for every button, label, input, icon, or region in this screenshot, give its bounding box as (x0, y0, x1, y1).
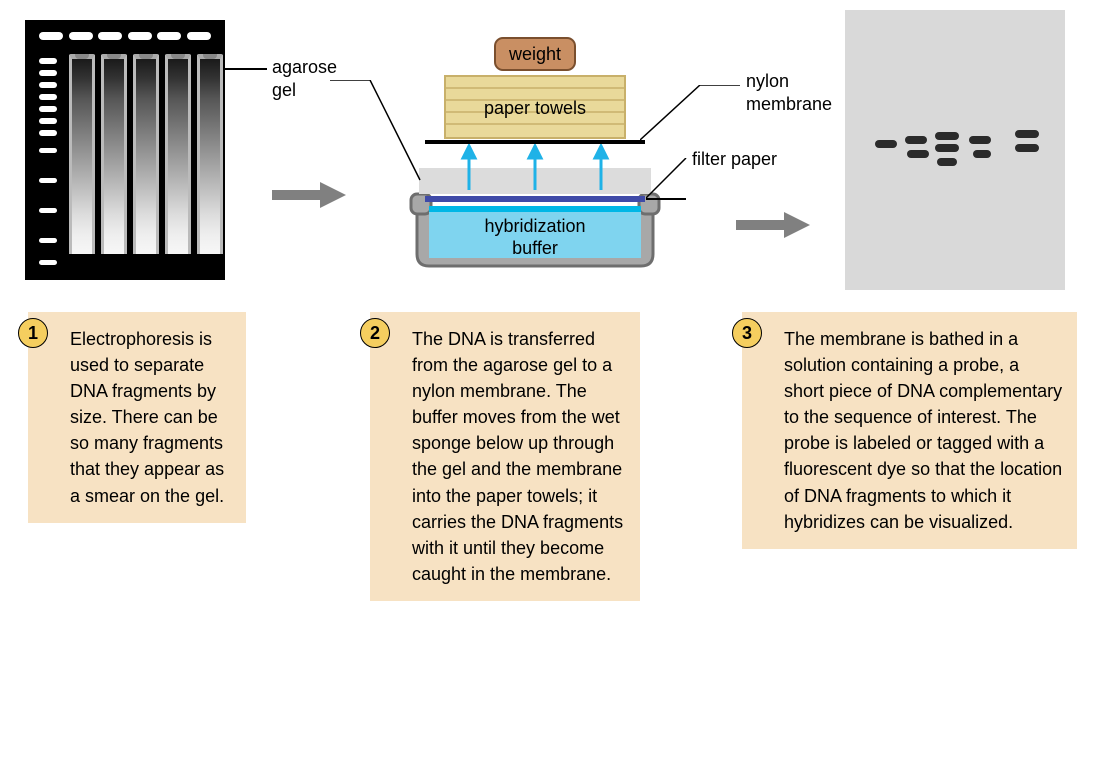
step-1-number: 1 (18, 318, 48, 348)
label-filter-paper: filter paper (692, 148, 777, 171)
label-agarose-gel: agarose gel (272, 56, 337, 101)
nylon-membrane-result (845, 10, 1065, 290)
well (157, 32, 181, 40)
ladder-band (39, 130, 57, 136)
ladder-band (39, 58, 57, 64)
blot-svg: weight paper towels hybridization buffer (395, 18, 675, 278)
ladder-band (39, 148, 57, 153)
gel-lane (165, 54, 191, 254)
gel-ladder (39, 58, 57, 268)
well (39, 32, 63, 40)
label-hyb-buffer-2: buffer (512, 238, 558, 258)
blot-band (907, 150, 929, 158)
flow-arrow-2-icon (732, 210, 812, 240)
step-2-text: The DNA is transferred from the agarose … (412, 329, 623, 584)
step-3-text: The membrane is bathed in a solution con… (784, 329, 1062, 532)
gel-lane (69, 54, 95, 254)
gel-lane (101, 54, 127, 254)
pointer-filter-paper-line (646, 158, 690, 202)
pointer-agarose-gel (225, 68, 267, 70)
step-3-box: 3 The membrane is bathed in a solution c… (742, 312, 1077, 549)
blot-band (875, 140, 897, 148)
gel-lane (197, 54, 223, 254)
ladder-band (39, 178, 57, 183)
ladder-band (39, 82, 57, 88)
ladder-band (39, 260, 57, 265)
ladder-band (39, 208, 57, 213)
ladder-band (39, 238, 57, 243)
label-weight: weight (508, 44, 561, 64)
label-paper-towels: paper towels (484, 98, 586, 118)
well (98, 32, 122, 40)
step-1-text: Electrophoresis is used to separate DNA … (70, 329, 224, 506)
label-hyb-buffer-1: hybridization (484, 216, 585, 236)
blot-band (1015, 130, 1039, 138)
ladder-band (39, 70, 57, 76)
blot-band (935, 144, 959, 152)
gel-electrophoresis (25, 20, 225, 280)
blot-transfer-stack: weight paper towels hybridization buffer (395, 18, 675, 278)
label-nylon-membrane: nylon membrane (746, 70, 832, 115)
gel-lane (133, 54, 159, 254)
blot-band (935, 132, 959, 140)
step-3-number: 3 (732, 318, 762, 348)
blot-band (937, 158, 957, 166)
blot-band (973, 150, 991, 158)
ladder-band (39, 106, 57, 112)
blot-band (969, 136, 991, 144)
gel-wells (39, 32, 211, 40)
blot-band (1015, 144, 1039, 152)
well (187, 32, 211, 40)
step-2-number: 2 (360, 318, 390, 348)
ladder-band (39, 94, 57, 100)
well (128, 32, 152, 40)
pointer-agarose-to-stack (330, 80, 425, 190)
blot-band (905, 136, 927, 144)
step-1-box: 1 Electrophoresis is used to separate DN… (28, 312, 246, 523)
well (69, 32, 93, 40)
ladder-band (39, 118, 57, 124)
step-2-box: 2 The DNA is transferred from the agaros… (370, 312, 640, 601)
